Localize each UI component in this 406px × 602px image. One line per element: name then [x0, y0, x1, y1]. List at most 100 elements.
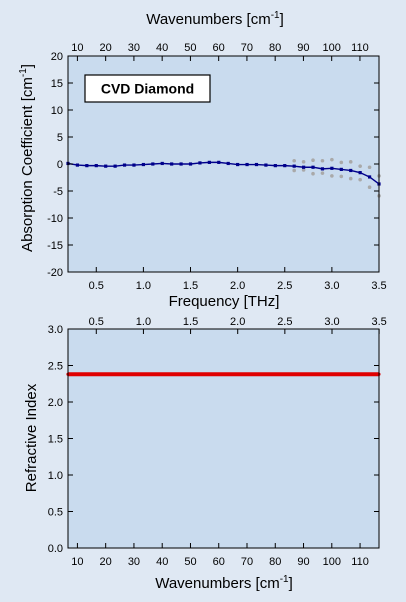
refractive-index-point: [158, 372, 162, 376]
refractive-index-point: [186, 372, 190, 376]
mean-absorption-point: [236, 162, 240, 167]
run-point: [292, 168, 296, 173]
mean-absorption-point: [358, 171, 362, 175]
refractive-index-point: [370, 372, 374, 376]
run-point: [311, 158, 315, 163]
bottom-x-tick-label: 50: [184, 556, 196, 568]
refractive-index-point: [363, 372, 367, 376]
run-point: [301, 168, 306, 172]
refractive-index-point: [165, 372, 169, 376]
mean-absorption-point: [302, 165, 306, 169]
top-x-axis-title: Frequency [THz]: [169, 293, 280, 310]
mean-absorption-point: [151, 162, 155, 166]
mean-absorption-point: [367, 175, 372, 179]
bottom-ticks: 10 20 30 40 50 60 70 80 90 100 110 3.0 2.5 2.0 1.5 1.0 0…: [48, 316, 387, 568]
refractive-index-point: [172, 372, 176, 376]
refractive-index-point: [144, 372, 148, 376]
run-point: [339, 160, 344, 165]
run-point: [311, 171, 315, 176]
bottom-plot-area: [68, 329, 379, 548]
bottom-y-tick-label: 1.0: [48, 470, 63, 482]
top-y-axis-title: Absorption Coefficient [cm-1]: [18, 64, 36, 252]
top-wavenumber-tick-label: 10: [71, 42, 83, 54]
bottom-y-tick-label: 0.0: [48, 543, 63, 555]
refractive-index-point: [264, 372, 268, 376]
mean-absorption-point: [292, 164, 296, 168]
run-point: [320, 158, 325, 163]
top-x-tick-label: 3.5: [371, 280, 386, 292]
top-x-tick-label: 1.5: [183, 280, 198, 292]
refractive-index-point: [94, 372, 98, 376]
refractive-index-point: [179, 372, 183, 376]
mean-absorption-point: [170, 162, 174, 166]
top-y-tick-label: 10: [51, 105, 63, 117]
top-wavenumber-tick-label: 110: [351, 42, 369, 54]
bottom-x-tick-label: 110: [351, 556, 369, 568]
mean-absorption-point: [85, 164, 89, 168]
bottom-frequency-tick-label: 1.0: [136, 316, 151, 328]
refractive-index-point: [207, 372, 211, 376]
mean-absorption-point: [311, 165, 315, 169]
refractive-index-point: [313, 372, 317, 376]
mean-absorption-point: [160, 161, 164, 166]
refractive-index-point: [292, 372, 296, 376]
mean-absorption-point: [254, 162, 259, 167]
mean-absorption-point: [122, 163, 127, 167]
mean-absorption-point: [217, 160, 221, 164]
refractive-index-point: [101, 372, 105, 376]
mean-absorption-point: [188, 162, 193, 166]
refractive-index-point: [320, 372, 324, 376]
mean-absorption-point: [179, 162, 183, 166]
refractive-index-point: [108, 372, 112, 376]
mean-absorption-point: [330, 166, 334, 170]
mean-absorption-line: [67, 161, 380, 185]
refractive-index-point: [250, 372, 254, 376]
bottom-x-tick-label: 100: [323, 556, 341, 568]
refractive-index-point: [271, 372, 275, 376]
refractive-index-point: [257, 372, 261, 376]
mean-absorption-point: [320, 167, 325, 171]
run-point: [358, 164, 362, 168]
refractive-index-point: [349, 372, 353, 376]
bottom-frequency-tick-label: 3.5: [371, 316, 386, 328]
refractive-index-point: [129, 372, 134, 376]
top-wavenumber-tick-label: 60: [213, 42, 225, 54]
top-wavenumber-tick-label: 30: [128, 42, 140, 54]
bottom-marks: [66, 372, 381, 377]
sample-label-box: [84, 74, 211, 103]
refractive-index-point: [327, 372, 332, 376]
bottom-frequency-tick-label: 2.5: [277, 316, 292, 328]
refractive-index-point: [122, 372, 127, 376]
top-wavenumber-tick-label: 70: [241, 42, 253, 54]
mean-absorption-point: [226, 161, 230, 166]
refractive-index-point: [221, 372, 226, 376]
refractive-index-point: [334, 372, 339, 376]
top-y-tick-label: 20: [51, 51, 63, 63]
mean-absorption-point: [245, 162, 249, 167]
top-y-tick-label: 15: [51, 78, 63, 90]
refractive-index-point: [151, 372, 155, 376]
top-x-tick-label: 3.0: [324, 280, 339, 292]
run-point: [339, 174, 344, 179]
run-point: [320, 171, 325, 175]
run-point: [348, 160, 353, 164]
top-y-tick-label: -5: [53, 186, 63, 198]
run-point: [330, 174, 334, 178]
refractive-index-point: [243, 372, 247, 376]
mean-absorption-point: [75, 163, 80, 167]
bottom-y-tick-label: 2.5: [48, 361, 63, 373]
bottom-frequency-tick-label: 0.5: [89, 316, 104, 328]
top-panel: 0.5 1.0 1.5 2.0 2.5 3.0 3.520151050-5-10-15-20…: [18, 10, 387, 310]
top-wavenumber-tick-label: 80: [269, 42, 281, 54]
bottom-x-tick-label: 20: [100, 556, 112, 568]
refractive-index-point: [200, 372, 204, 376]
top-wavenumber-tick-label: 100: [323, 42, 341, 54]
run-point: [330, 157, 334, 162]
run-point: [367, 165, 372, 170]
mean-absorption-point: [339, 167, 343, 171]
bottom-panel: 10 20 30 40 50 60 70 80 90 100 110 3.0 2.5 2.0 1.5 1.0 0…: [23, 316, 387, 592]
bottom-y-tick-label: 3.0: [48, 324, 63, 336]
bottom-x-axis-title: Wavenumbers [cm-1]: [155, 574, 293, 592]
top-secondary-axis-title: Wavenumbers [cm-1]: [146, 10, 284, 28]
bottom-y-tick-label: 2.0: [48, 397, 63, 409]
